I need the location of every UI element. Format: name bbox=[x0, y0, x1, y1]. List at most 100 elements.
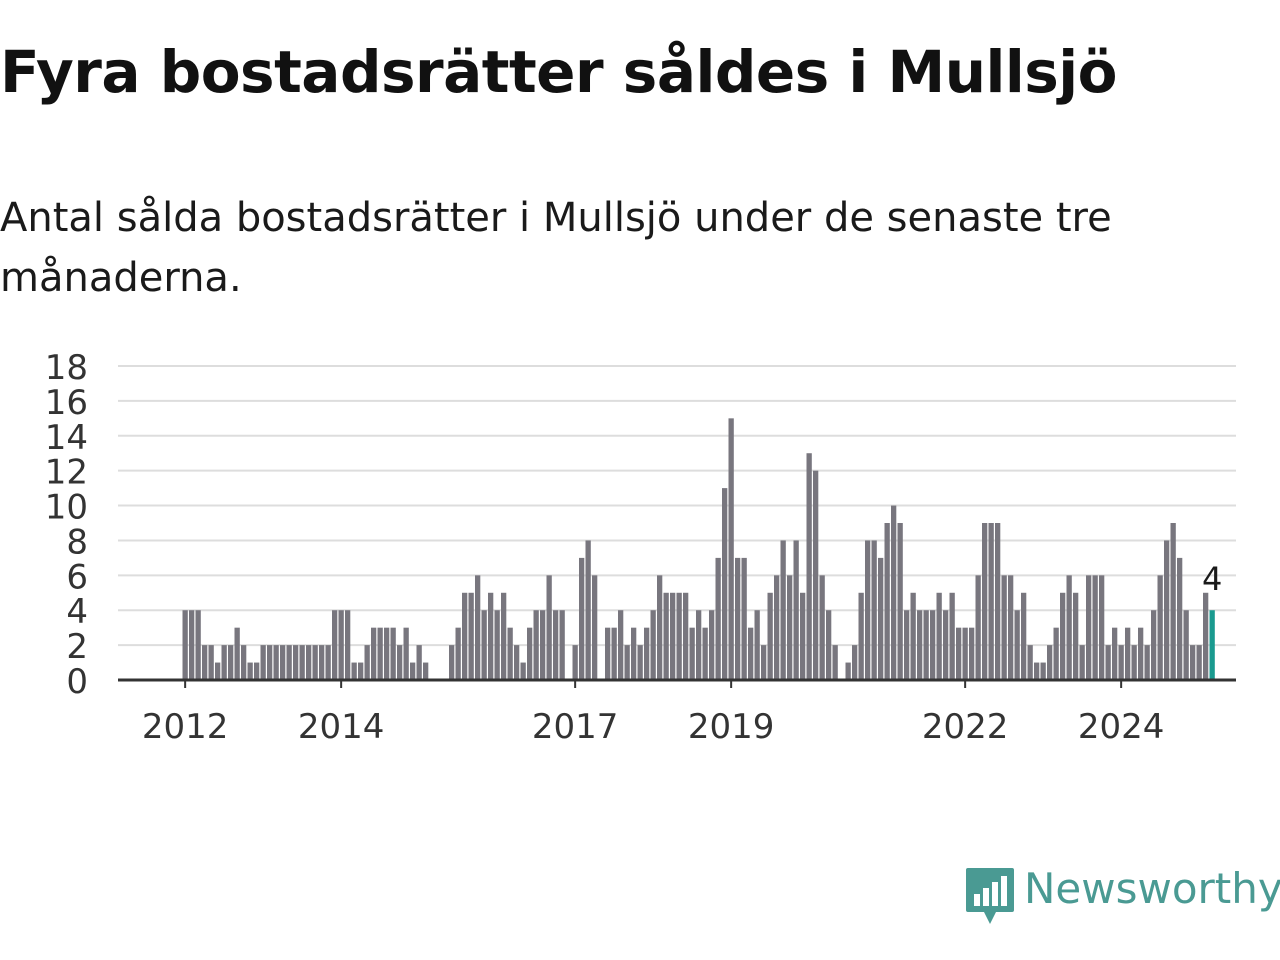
bar bbox=[351, 662, 357, 680]
bar bbox=[267, 645, 273, 680]
bar bbox=[1138, 627, 1144, 680]
bar bbox=[845, 662, 851, 680]
y-tick-label: 12 bbox=[45, 453, 88, 493]
bar bbox=[1034, 662, 1040, 680]
bar bbox=[319, 645, 325, 680]
y-tick-label: 14 bbox=[45, 418, 88, 458]
bar bbox=[546, 575, 552, 680]
bar bbox=[514, 645, 520, 680]
bar bbox=[592, 575, 598, 680]
bar bbox=[507, 627, 513, 680]
bar bbox=[390, 627, 396, 680]
bar bbox=[1099, 575, 1105, 680]
bar bbox=[455, 627, 461, 680]
bar bbox=[195, 610, 201, 680]
bar bbox=[1073, 592, 1079, 680]
bar bbox=[182, 610, 188, 680]
bar bbox=[299, 645, 305, 680]
bar bbox=[494, 610, 500, 680]
bar bbox=[1040, 662, 1046, 680]
bar bbox=[247, 662, 253, 680]
bar bbox=[527, 627, 533, 680]
bar bbox=[709, 610, 715, 680]
bar bbox=[780, 540, 786, 680]
bar bbox=[995, 523, 1001, 680]
bar bbox=[293, 645, 299, 680]
bar bbox=[1079, 645, 1085, 680]
bar bbox=[254, 662, 260, 680]
y-tick-label: 10 bbox=[45, 488, 88, 528]
bar bbox=[982, 523, 988, 680]
bar bbox=[189, 610, 195, 680]
bar bbox=[618, 610, 624, 680]
y-tick-label: 2 bbox=[66, 627, 88, 667]
bar bbox=[1196, 645, 1202, 680]
bar bbox=[1177, 557, 1183, 680]
bar bbox=[748, 627, 754, 680]
bar bbox=[520, 662, 526, 680]
bar bbox=[325, 645, 331, 680]
bar bbox=[559, 610, 565, 680]
bar bbox=[1190, 645, 1196, 680]
bar bbox=[917, 610, 923, 680]
bar bbox=[468, 592, 474, 680]
bar bbox=[676, 592, 682, 680]
bar bbox=[475, 575, 481, 680]
bar bbox=[1157, 575, 1163, 680]
x-tick-label: 2012 bbox=[142, 707, 229, 747]
bar bbox=[891, 505, 897, 680]
bar bbox=[481, 610, 487, 680]
bar bbox=[793, 540, 799, 680]
bar bbox=[410, 662, 416, 680]
bar bbox=[956, 627, 962, 680]
bar bbox=[741, 557, 747, 680]
bar bbox=[260, 645, 266, 680]
bar bbox=[637, 645, 643, 680]
bar bbox=[897, 523, 903, 680]
bar bbox=[644, 627, 650, 680]
bar bbox=[852, 645, 858, 680]
bar bbox=[1112, 627, 1118, 680]
bar bbox=[787, 575, 793, 680]
bar bbox=[488, 592, 494, 680]
bar bbox=[215, 662, 221, 680]
bar bbox=[306, 645, 312, 680]
bar bbox=[364, 645, 370, 680]
bar bbox=[286, 645, 292, 680]
bar bbox=[910, 592, 916, 680]
bar bbox=[670, 592, 676, 680]
bar bbox=[975, 575, 981, 680]
chart-title: Fyra bostadsrätter såldes i Mullsjö bbox=[0, 38, 1118, 106]
bar bbox=[962, 627, 968, 680]
bar bbox=[865, 540, 871, 680]
bar bbox=[241, 645, 247, 680]
bar bbox=[715, 557, 721, 680]
bar bbox=[819, 575, 825, 680]
bar bbox=[806, 453, 812, 680]
bar bbox=[761, 645, 767, 680]
bar bbox=[202, 645, 208, 680]
x-tick-label: 2024 bbox=[1078, 707, 1165, 747]
bar bbox=[878, 557, 884, 680]
bar bbox=[1209, 610, 1215, 680]
bar bbox=[1151, 610, 1157, 680]
bar bbox=[1066, 575, 1072, 680]
y-tick-label: 18 bbox=[45, 348, 88, 388]
brand-name: Newsworthy bbox=[1024, 864, 1280, 913]
x-tick-label: 2014 bbox=[298, 707, 385, 747]
bar bbox=[969, 627, 975, 680]
bar bbox=[1008, 575, 1014, 680]
bar bbox=[767, 592, 773, 680]
bar bbox=[657, 575, 663, 680]
bar bbox=[1053, 627, 1059, 680]
bar bbox=[663, 592, 669, 680]
bar bbox=[1164, 540, 1170, 680]
bar bbox=[273, 645, 279, 680]
newsworthy-logo-icon bbox=[966, 868, 1014, 924]
bar bbox=[280, 645, 286, 680]
bar bbox=[735, 557, 741, 680]
bar bbox=[943, 610, 949, 680]
bar bbox=[1105, 645, 1111, 680]
highlight-value-label: 4 bbox=[1202, 560, 1222, 598]
